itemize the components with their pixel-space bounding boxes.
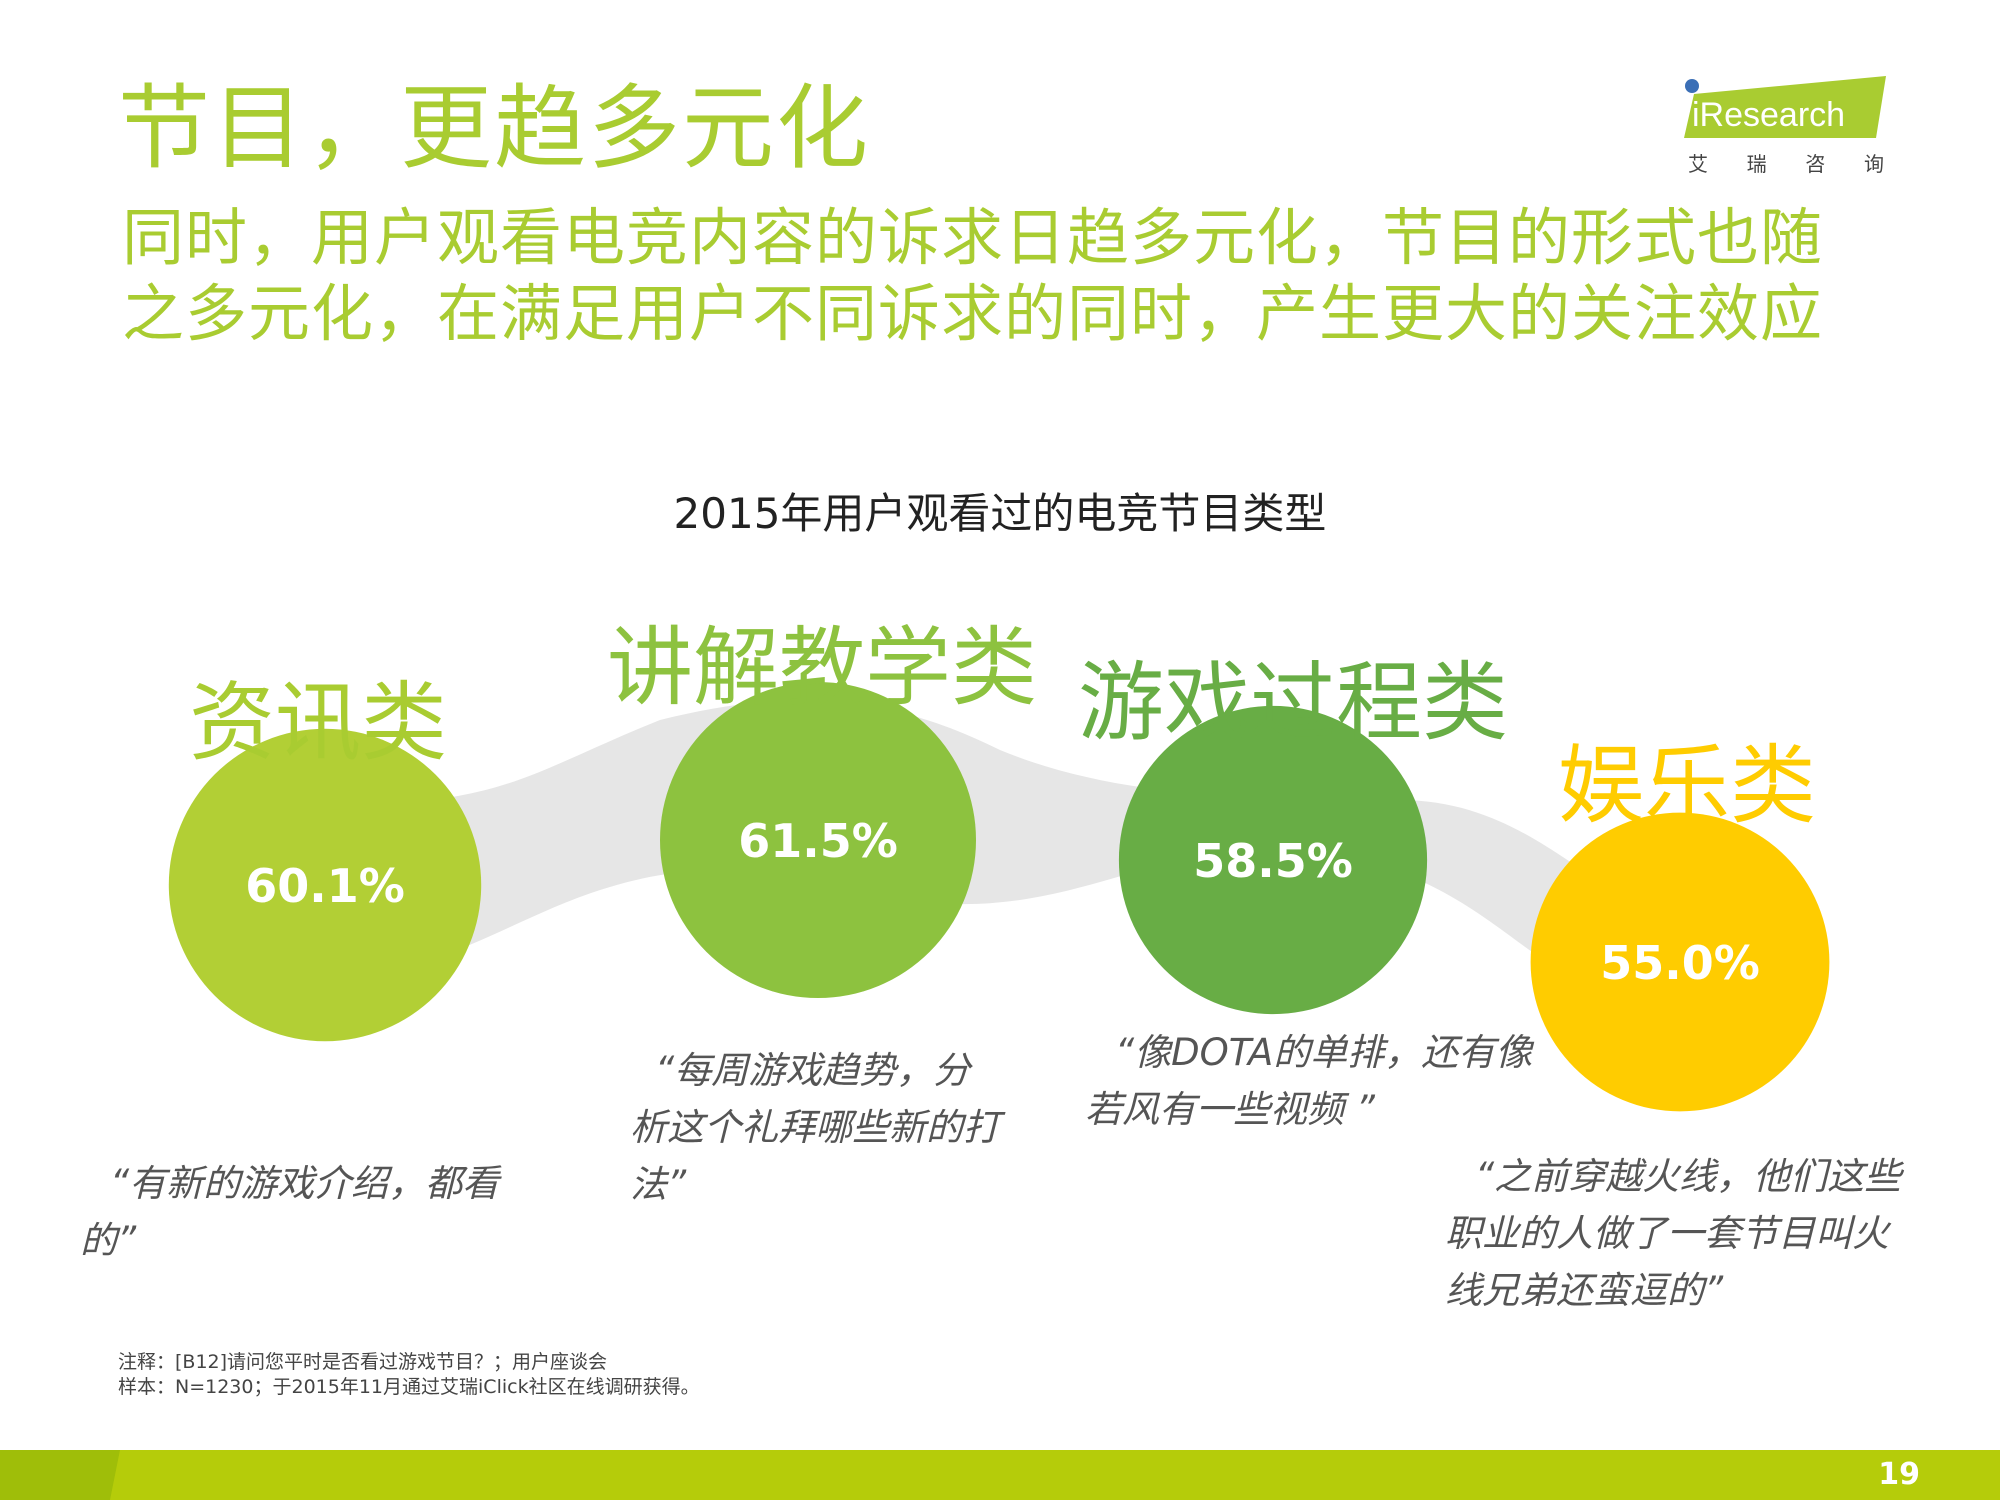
bubble-value-label: 58.5% (1193, 834, 1353, 888)
logo-char: 询 (1863, 152, 1884, 176)
page-title: 节目，更趋多元化 (118, 75, 871, 182)
logo-subtitle: 艾 瑞 咨 询 (1688, 148, 1884, 177)
logo-char: 咨 (1805, 152, 1826, 176)
footnotes: 注释：[B12]请问您平时是否看过游戏节目？；用户座谈会 样本：N=1230；于… (118, 1350, 700, 1400)
iresearch-logo: iResearch 艾 瑞 咨 询 (1680, 72, 1890, 182)
footer-accent (0, 1450, 120, 1500)
bubble-2 (1118, 705, 1428, 1015)
category-label: 娱乐类 (1558, 736, 1816, 836)
bubble-value-label: 55.0% (1600, 936, 1760, 990)
bubble-3 (1530, 812, 1830, 1112)
bubble-value-label: 60.1% (245, 859, 405, 913)
note-text: 注释：[B12]请问您平时是否看过游戏节目？；用户座谈会 (118, 1351, 608, 1373)
logo-char: 艾 (1688, 152, 1708, 176)
bubble-1 (660, 682, 976, 998)
quote-entertainment: “之前穿越火线，他们这些职业的人做了一套节目叫火线兄弟还蛮逗的” (1445, 1155, 1902, 1312)
category-label: 讲解教学类 (607, 618, 1037, 718)
sample-text: 样本：N=1230；于2015年11月通过艾瑞iClick社区在线调研获得。 (118, 1376, 700, 1398)
bubble-0 (168, 728, 482, 1042)
quote-news: “有新的游戏介绍，都看的” (80, 1162, 500, 1262)
quote-tutorial: “每周游戏趋势，分析这个礼拜哪些新的打法” (630, 1049, 1000, 1206)
logo-badge: iResearch (1684, 76, 1886, 138)
category-label: 资讯类 (189, 673, 447, 773)
page-subtitle: 同时，用户观看电竞内容的诉求日趋多元化，节目的形式也随之多元化，在满足用户不同诉… (122, 201, 1824, 350)
quote-gameplay: “像DOTA的单排，还有像若风有一些视频 ” (1085, 1031, 1533, 1131)
bubbles: 60.1% 资讯类 61.5% 讲解教学类 58.5% 游戏过程类 55.0% 娱乐类 (168, 618, 1830, 1112)
logo-text: iResearch (1692, 96, 1845, 134)
footer-bar: 19 (0, 1450, 2000, 1500)
bubble-chart: 60.1% 资讯类 61.5% 讲解教学类 58.5% 游戏过程类 55.0% 娱乐类 (168, 618, 1830, 1112)
bubble-value-label: 61.5% (738, 814, 898, 868)
logo-char: 瑞 (1746, 152, 1767, 176)
category-label: 游戏过程类 (1078, 653, 1508, 753)
page-number: 19 (1878, 1457, 1920, 1492)
chart-title: 2015年用户观看过的电竞节目类型 (673, 489, 1327, 538)
